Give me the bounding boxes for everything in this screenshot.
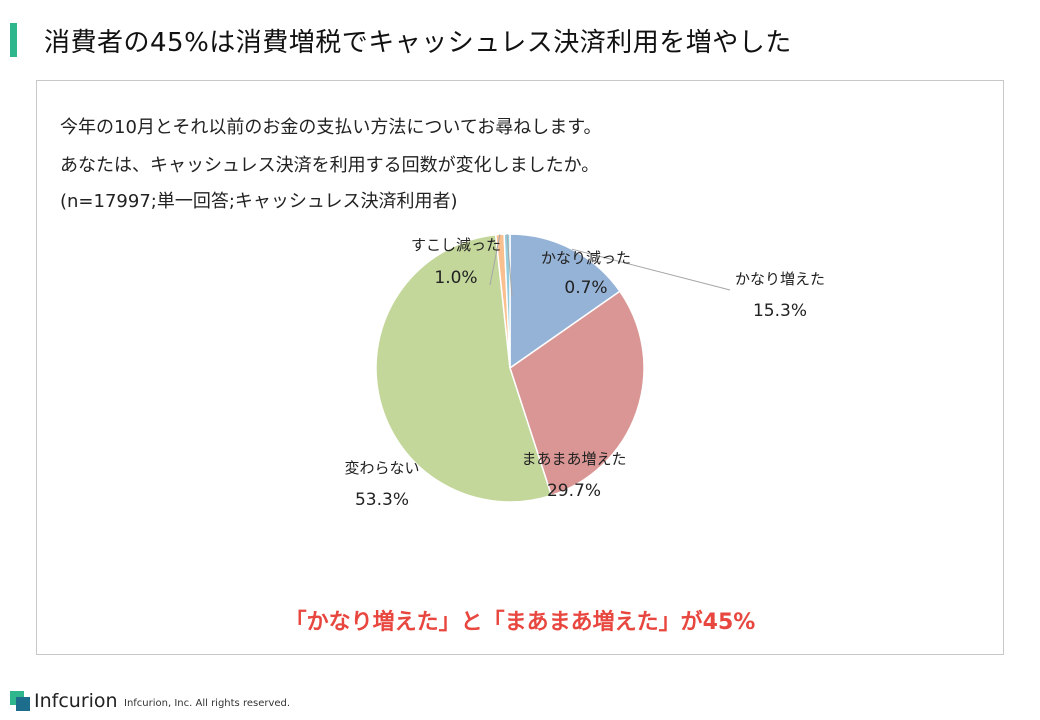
chart-panel — [36, 80, 1004, 655]
question-line-3: (n=17997;単一回答;キャッシュレス決済利用者) — [60, 191, 458, 212]
copyright-text: Infcurion, Inc. All rights reserved. — [124, 698, 291, 709]
slice-label-greatly-decreased: かなり減った — [541, 249, 631, 267]
slice-label-somewhat-increased: まあまあ増えた — [521, 450, 626, 468]
slice-label-greatly-increased: かなり増えた — [735, 270, 825, 288]
page-title: 消費者の45%は消費増税でキャッシュレス決済利用を増やした — [44, 28, 792, 58]
pie-slice-unchanged — [375, 233, 553, 503]
question-line-1: 今年の10月とそれ以前のお金の支払い方法についてお尋ねします。 — [60, 117, 602, 138]
slice-value-greatly-increased: 15.3% — [753, 301, 807, 321]
pie-chart: かなり増えた 15.3% まあまあ増えた 29.7% 変わらない 53.3% すこし減った 1… — [344, 233, 825, 510]
brand-mark-icon — [10, 691, 30, 711]
slice-value-slightly-decreased: 1.0% — [434, 268, 477, 288]
slice-label-unchanged: 変わらない — [344, 459, 419, 477]
leader-line-greatly-decreased — [506, 233, 513, 297]
pie-slice-somewhat-increased — [509, 290, 645, 497]
slice-value-somewhat-increased: 29.7% — [547, 481, 601, 501]
emphasis-caption: 「かなり増えた」と「まあまあ増えた」が45% — [284, 610, 756, 635]
slice-value-unchanged: 53.3% — [355, 490, 409, 510]
brand-name: Infcurion — [34, 690, 118, 712]
brand-logo: Infcurion — [10, 690, 118, 712]
leader-line-greatly-increased — [571, 248, 731, 291]
slice-label-slightly-decreased: すこし減った — [411, 236, 501, 254]
title-accent-bar — [10, 23, 17, 57]
slice-value-greatly-decreased: 0.7% — [564, 278, 607, 298]
leader-line-slightly-decreased — [489, 234, 501, 286]
question-line-2: あなたは、キャッシュレス決済を利用する回数が変化しましたか。 — [60, 155, 600, 176]
